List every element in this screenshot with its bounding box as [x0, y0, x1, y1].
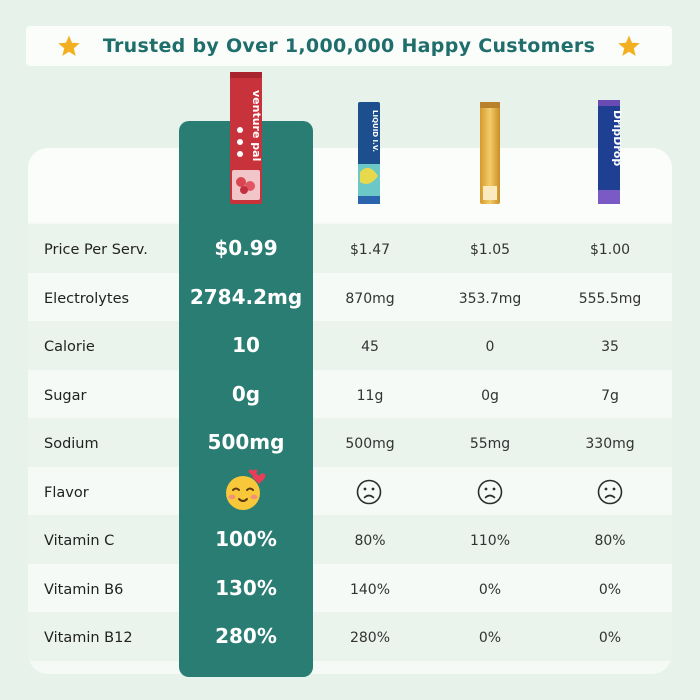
dripdrop-stick-pack: DripDrop — [598, 100, 621, 204]
competitor-2-price: $1.05 — [469, 242, 511, 258]
row-bg — [28, 418, 672, 467]
venture-pal-vitamin-b6: 130% — [215, 576, 277, 600]
row-label-vitamin-b6: Vitamin B6 — [44, 582, 124, 598]
gold-stick-pack — [480, 102, 500, 204]
row-label-vitamin-b12: Vitamin B12 — [44, 630, 133, 646]
product-name: DripDrop — [611, 110, 621, 166]
venture-pal-calorie: 10 — [232, 333, 260, 357]
star-icon — [618, 35, 640, 56]
in-love-face-icon — [226, 469, 266, 510]
liquid-iv-stick-pack: LIQUID I.V. — [358, 102, 380, 204]
trust-banner: Trusted by Over 1,000,000 Happy Customer… — [26, 26, 672, 66]
competitor-3-sugar: 7g — [601, 388, 619, 404]
row-label-electrolytes: Electrolytes — [44, 291, 130, 307]
row-label-flavor: Flavor — [44, 485, 89, 501]
star-icon — [58, 35, 80, 56]
competitor-3-sodium: 330mg — [585, 436, 635, 452]
row-label-sugar: Sugar — [44, 388, 87, 404]
venture-pal-stick-pack: venture pal — [230, 72, 263, 204]
competitor-1-sodium: 500mg — [345, 436, 395, 452]
venture-pal-electrolytes: 2784.2mg — [189, 285, 303, 309]
competitor-1-sugar: 11g — [356, 388, 384, 404]
competitor-1-calorie: 45 — [361, 339, 379, 355]
frown-face-icon — [356, 479, 382, 505]
product-header-area — [28, 148, 672, 222]
venture-pal-sodium: 500mg — [207, 430, 285, 454]
competitor-2-vitamin-c: 110% — [469, 533, 511, 549]
row-label-price: Price Per Serv. — [44, 242, 148, 258]
venture-pal-vitamin-c: 100% — [215, 527, 277, 551]
row-bg — [28, 224, 672, 273]
row-bg — [28, 612, 672, 661]
competitor-3-electrolytes: 555.5mg — [578, 291, 642, 307]
competitor-2-sugar: 0g — [481, 388, 499, 404]
competitor-1-electrolytes: 870mg — [345, 291, 395, 307]
competitor-3-price: $1.00 — [589, 242, 631, 258]
banner-title: Trusted by Over 1,000,000 Happy Customer… — [102, 35, 596, 57]
competitor-1-vitamin-c: 80% — [354, 533, 386, 549]
product-name: venture pal — [250, 90, 263, 161]
competitor-2-vitamin-b6: 0% — [478, 582, 502, 598]
highlight-column — [179, 121, 313, 677]
row-label-sodium: Sodium — [44, 436, 99, 452]
frown-face-icon — [597, 479, 623, 505]
competitor-2-electrolytes: 353.7mg — [458, 291, 522, 307]
venture-pal-sugar: 0g — [231, 382, 261, 406]
row-bg — [28, 515, 672, 564]
row-label-vitamin-c: Vitamin C — [44, 533, 115, 549]
competitor-2-calorie: 0 — [485, 339, 495, 355]
product-name: LIQUID I.V. — [371, 110, 379, 152]
frown-face-icon — [477, 479, 503, 505]
competitor-1-price: $1.47 — [349, 242, 391, 258]
competitor-3-vitamin-c: 80% — [594, 533, 626, 549]
competitor-3-vitamin-b6: 0% — [598, 582, 622, 598]
competitor-1-vitamin-b12: 280% — [349, 630, 391, 646]
competitor-3-vitamin-b12: 0% — [598, 630, 622, 646]
competitor-3-calorie: 35 — [601, 339, 619, 355]
row-bg — [28, 321, 672, 370]
competitor-1-vitamin-b6: 140% — [349, 582, 391, 598]
venture-pal-vitamin-b12: 280% — [215, 624, 277, 648]
row-label-calorie: Calorie — [44, 339, 95, 355]
competitor-2-sodium: 55mg — [469, 436, 511, 452]
venture-pal-price: $0.99 — [214, 236, 278, 260]
competitor-2-vitamin-b12: 0% — [478, 630, 502, 646]
